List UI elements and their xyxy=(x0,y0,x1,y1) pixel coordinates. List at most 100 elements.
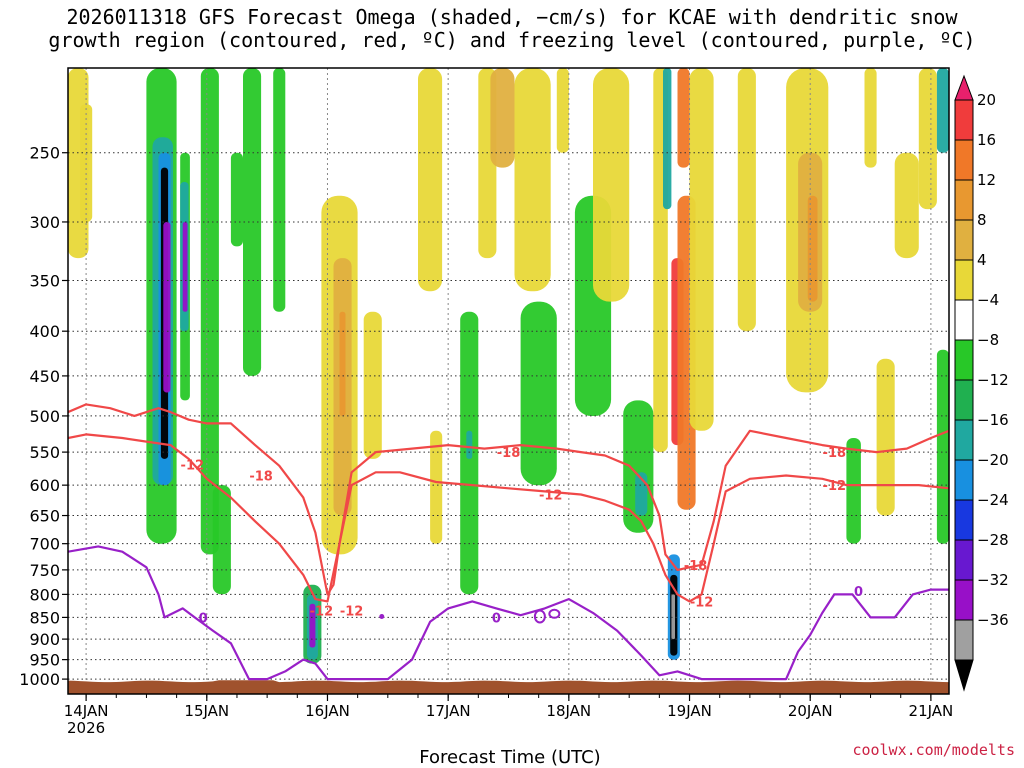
colorbar-label: −12 xyxy=(977,371,1009,389)
contour-value-label: 0 xyxy=(199,611,208,626)
omega-shade-blob xyxy=(163,222,171,393)
contour-value-label: -12 xyxy=(181,458,205,473)
omega-shade-blob xyxy=(243,68,262,376)
contour-layer xyxy=(68,403,949,681)
x-tick-label: 16JAN xyxy=(305,702,350,720)
contour-ring-0 xyxy=(548,608,561,619)
colorbar-box xyxy=(954,339,974,381)
contour-value-label: -12 xyxy=(690,595,714,610)
omega-shade-blob xyxy=(876,358,895,516)
contour-ring-0 xyxy=(533,609,546,624)
omega-shade-blob xyxy=(918,68,937,210)
omega-shade-blob xyxy=(520,301,557,486)
contour-line-0 xyxy=(68,545,949,681)
x-tick-label: 21JAN xyxy=(909,702,954,720)
y-tick-label: 700 xyxy=(29,535,60,554)
contour-value-label: -12 xyxy=(340,605,364,620)
contour-value-label: 0 xyxy=(854,585,863,600)
x-tick-label: 14JAN xyxy=(64,702,109,720)
contour-value-label: -12 xyxy=(539,489,563,504)
omega-shade-blob xyxy=(339,311,346,416)
omega-shade-blob xyxy=(671,594,675,640)
colorbar-label: −8 xyxy=(977,331,999,349)
contour-value-label: -18 xyxy=(497,446,521,461)
colorbar-top-arrow xyxy=(954,74,974,101)
omega-shade-blob xyxy=(200,68,219,555)
omega-shade-blob xyxy=(466,430,473,459)
colorbar-label: −36 xyxy=(977,611,1009,629)
contour-line--12 xyxy=(68,433,949,603)
contour-value-label: -12 xyxy=(823,479,847,494)
y-tick-label: 450 xyxy=(29,367,60,386)
omega-shade-blob xyxy=(212,485,231,595)
y-axis: 250 300 350 400 450 500 550 600 650 700 750 800 850 9… xyxy=(19,144,68,689)
ground-layer xyxy=(68,680,949,694)
y-tick-label: 600 xyxy=(29,476,60,495)
title-line-2: growth region (contoured, red, ºC) and f… xyxy=(48,28,976,52)
colorbar-label: 16 xyxy=(977,131,996,149)
omega-shade-blob xyxy=(556,68,569,153)
contour-dot-0 xyxy=(379,614,385,620)
credit-link[interactable]: coolwx.com/modelts xyxy=(852,741,1015,759)
colorbar-label: −20 xyxy=(977,451,1009,469)
omega-shade-blob xyxy=(273,68,286,312)
colorbar-label: −32 xyxy=(977,571,1009,589)
colorbar-label: 4 xyxy=(977,251,987,269)
title-line-1: 2026011318 GFS Forecast Omega (shaded, −… xyxy=(66,5,958,29)
omega-shade-blob xyxy=(807,195,818,302)
x-tick-label: 19JAN xyxy=(667,702,712,720)
omega-shade-blob xyxy=(309,603,316,648)
colorbar-box xyxy=(954,139,974,181)
contour-value-label: -12 xyxy=(310,605,334,620)
y-tick-label: 800 xyxy=(29,585,60,604)
omega-shading-layer xyxy=(68,68,949,664)
colorbar-box xyxy=(954,579,974,621)
x-tick-label: 20JAN xyxy=(788,702,833,720)
colorbar-box xyxy=(954,219,974,261)
colorbar-box xyxy=(954,499,974,541)
chart-title: 2026011318 GFS Forecast Omega (shaded, −… xyxy=(0,6,1024,52)
omega-shade-blob xyxy=(677,68,690,168)
omega-shade-blob xyxy=(894,152,919,259)
y-tick-label: 850 xyxy=(29,608,60,627)
colorbar-label: 20 xyxy=(977,91,996,109)
colorbar-label: 12 xyxy=(977,171,996,189)
contour-labels: -12 -18 -18 -12 -18 -12 -12 -18 -12 0 0 0 -12 xyxy=(181,446,863,626)
omega-shade-blob xyxy=(593,68,630,302)
colorbar-label: −4 xyxy=(977,291,999,309)
omega-shade-blob xyxy=(737,68,756,332)
y-tick-label: 650 xyxy=(29,507,60,526)
colorbar-box xyxy=(954,99,974,141)
colorbar-label: −24 xyxy=(977,491,1009,509)
contour-value-label: 0 xyxy=(492,611,501,626)
y-tick-label: 300 xyxy=(29,213,60,232)
omega-shade-blob xyxy=(689,68,714,431)
colorbar-box xyxy=(954,179,974,221)
x-tick-label: 17JAN xyxy=(426,702,471,720)
colorbar-label: 8 xyxy=(977,211,987,229)
colorbar-box xyxy=(954,619,974,661)
y-tick-label: 550 xyxy=(29,443,60,462)
omega-shade-blob xyxy=(864,68,877,168)
y-tick-label: 750 xyxy=(29,561,60,580)
y-tick-label: 400 xyxy=(29,322,60,341)
ground-surface xyxy=(68,680,949,694)
contour-value-label: -18 xyxy=(823,446,847,461)
omega-shade-blob xyxy=(936,349,949,544)
colorbar-box xyxy=(954,259,974,301)
omega-shade-blob xyxy=(514,68,551,292)
x-tick-sublabel: 2026 xyxy=(67,719,105,737)
colorbar-box xyxy=(954,379,974,421)
omega-shade-blob xyxy=(418,68,443,292)
contour-value-label: -18 xyxy=(249,470,273,485)
omega-shade-blob xyxy=(663,68,672,210)
y-tick-label: 250 xyxy=(29,144,60,163)
omega-shade-blob xyxy=(846,438,861,544)
omega-shade-blob xyxy=(490,68,515,168)
x-axis-label: Forecast Time (UTC) xyxy=(419,747,600,768)
y-tick-label: 950 xyxy=(29,651,60,670)
contour-value-label: -18 xyxy=(684,559,708,574)
colorbar-bottom-arrow xyxy=(954,659,974,692)
colorbar-box xyxy=(954,419,974,461)
